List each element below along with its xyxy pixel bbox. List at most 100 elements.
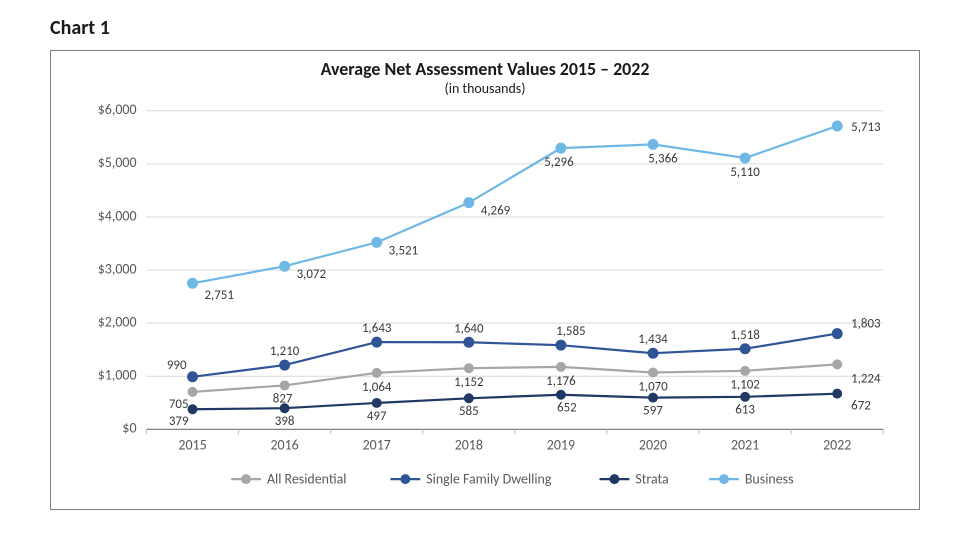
data-label: 990 — [167, 358, 187, 373]
data-point — [648, 139, 659, 150]
data-label: 5,366 — [648, 151, 678, 166]
legend-marker — [609, 474, 619, 484]
x-tick-label: 2021 — [731, 437, 759, 454]
data-label: 705 — [169, 397, 189, 412]
y-tick-label: $0 — [122, 420, 136, 437]
data-label: 3,521 — [389, 243, 418, 258]
data-point — [280, 380, 290, 390]
data-point — [187, 371, 198, 382]
legend-item: Single Family Dwelling — [390, 470, 551, 487]
y-tick-label: $6,000 — [98, 101, 137, 118]
data-point — [463, 337, 474, 348]
legend-marker — [400, 474, 410, 484]
data-label: 1,643 — [362, 321, 392, 336]
data-point — [188, 387, 198, 397]
data-label: 5,110 — [730, 165, 760, 180]
data-label: 398 — [275, 414, 295, 429]
data-point — [832, 328, 843, 339]
y-tick-label: $4,000 — [98, 207, 137, 224]
chart-frame: Average Net Assessment Values 2015 – 202… — [50, 50, 920, 510]
data-label: 497 — [367, 409, 387, 424]
x-tick-label: 2016 — [271, 437, 299, 454]
legend-label: Business — [745, 470, 794, 487]
data-point — [740, 343, 751, 354]
data-point — [187, 278, 198, 289]
data-label: 1,640 — [454, 321, 484, 336]
data-label: 597 — [643, 404, 663, 419]
data-label: 4,269 — [481, 204, 511, 219]
data-point — [740, 153, 751, 164]
x-tick-label: 2017 — [363, 437, 391, 454]
data-label: 1,102 — [730, 378, 759, 393]
data-point — [648, 368, 658, 378]
data-label: 1,176 — [546, 374, 576, 389]
data-point — [556, 362, 566, 372]
data-label: 1,210 — [270, 344, 300, 359]
data-point — [555, 340, 566, 351]
data-point — [832, 359, 842, 369]
data-label: 1,064 — [362, 380, 392, 395]
data-point — [463, 197, 474, 208]
data-label: 1,224 — [851, 371, 881, 386]
y-axis: $0 $1,000 $2,000 $3,000 $4,000 $5,000 $6,000 — [98, 101, 137, 437]
y-tick-label: $3,000 — [98, 260, 137, 277]
data-point — [371, 237, 382, 248]
data-point — [279, 360, 290, 371]
data-point — [740, 392, 750, 402]
data-label: 1,585 — [556, 324, 585, 339]
data-label: 1,434 — [638, 332, 668, 347]
y-tick-label: $1,000 — [98, 367, 137, 384]
data-point — [372, 398, 382, 408]
legend-label: All Residential — [267, 470, 347, 487]
gridlines — [146, 111, 883, 430]
series: 990 1,210 1,643 1,640 1,585 1,434 1,518 1,803 — [167, 317, 881, 383]
series-line — [193, 126, 838, 283]
data-label: 585 — [459, 404, 479, 419]
legend-marker — [719, 474, 729, 484]
data-point — [555, 143, 566, 154]
legend-item: Strata — [600, 470, 669, 487]
data-label: 1,518 — [730, 328, 760, 343]
x-tick-label: 2015 — [178, 437, 206, 454]
data-label: 379 — [169, 414, 189, 429]
legend-label: Strata — [635, 470, 668, 487]
series: 2,751 3,072 3,521 4,269 5,296 5,366 5,110 5,713 — [187, 120, 881, 303]
data-point — [832, 121, 843, 132]
data-point — [832, 389, 842, 399]
x-axis: 20152016201720182019202020212022 — [146, 429, 883, 453]
chart-title: Average Net Assessment Values 2015 – 202… — [321, 58, 650, 80]
chart-heading: Chart 1 — [50, 16, 110, 40]
data-label: 652 — [557, 401, 577, 416]
legend: All Residential Single Family Dwelling Str… — [231, 470, 793, 487]
data-point — [188, 404, 198, 414]
data-label: 1,803 — [851, 317, 881, 332]
data-label: 1,070 — [638, 379, 668, 394]
legend-label: Single Family Dwelling — [426, 470, 552, 487]
data-label: 2,751 — [204, 288, 233, 303]
y-tick-label: $5,000 — [98, 154, 137, 171]
data-point — [648, 393, 658, 403]
line-chart: Average Net Assessment Values 2015 – 202… — [51, 51, 919, 509]
data-label: 5,713 — [851, 120, 881, 135]
data-point — [648, 348, 659, 359]
data-point — [279, 261, 290, 272]
data-label: 5,296 — [544, 155, 574, 170]
data-label: 613 — [735, 403, 755, 418]
legend-marker — [241, 474, 251, 484]
y-tick-label: $2,000 — [98, 313, 137, 330]
x-tick-label: 2022 — [823, 437, 851, 454]
data-point — [371, 337, 382, 348]
legend-item: Business — [709, 470, 794, 487]
chart-subtitle: (in thousands) — [445, 80, 526, 97]
x-tick-label: 2018 — [455, 437, 483, 454]
data-point — [280, 403, 290, 413]
data-point — [372, 368, 382, 378]
data-point — [464, 363, 474, 373]
data-label: 1,152 — [454, 375, 483, 390]
x-tick-label: 2020 — [639, 437, 667, 454]
data-label: 3,072 — [297, 267, 326, 282]
data-label: 672 — [851, 399, 871, 414]
series-group: 7058271,0641,1521,1761,0701,1021,2249901… — [167, 120, 881, 429]
data-point — [740, 366, 750, 376]
data-point — [464, 393, 474, 403]
